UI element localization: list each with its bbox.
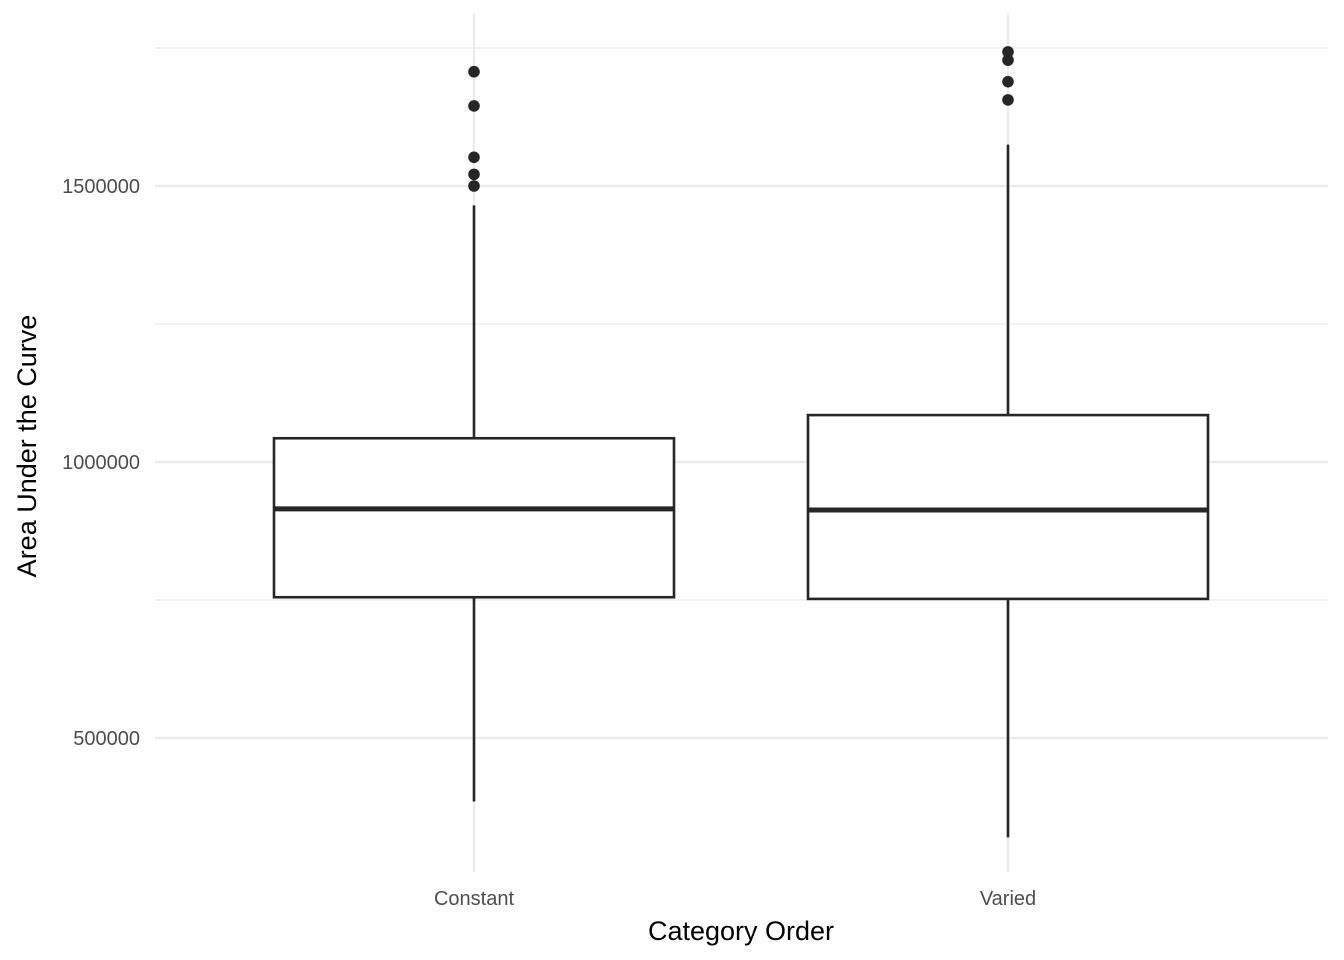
x-tick-label: Constant <box>434 888 514 910</box>
tick-labels: 500000 1000000 1500000 Constant Varied <box>62 176 1036 910</box>
x-tick-label: Varied <box>980 888 1036 910</box>
outlier-point <box>468 151 480 164</box>
outlier-point <box>1002 75 1014 88</box>
box-layer <box>272 46 1210 838</box>
y-tick-label: 1000000 <box>62 452 140 474</box>
y-axis-title: Area Under the Curve <box>12 315 42 578</box>
y-tick-label: 500000 <box>73 728 140 750</box>
box-constant <box>272 65 676 802</box>
outlier-point <box>1002 46 1014 58</box>
y-tick-label: 1500000 <box>62 176 140 198</box>
iqr-box <box>806 413 1210 601</box>
iqr-box <box>272 436 676 599</box>
outlier-point <box>468 168 480 181</box>
outlier-point <box>468 100 480 112</box>
box-varied <box>806 46 1210 838</box>
outlier-point <box>1002 54 1014 66</box>
outlier-point <box>468 65 480 78</box>
x-axis-title: Category Order <box>648 916 834 946</box>
outlier-point <box>468 180 480 192</box>
outlier-point <box>1002 94 1014 106</box>
